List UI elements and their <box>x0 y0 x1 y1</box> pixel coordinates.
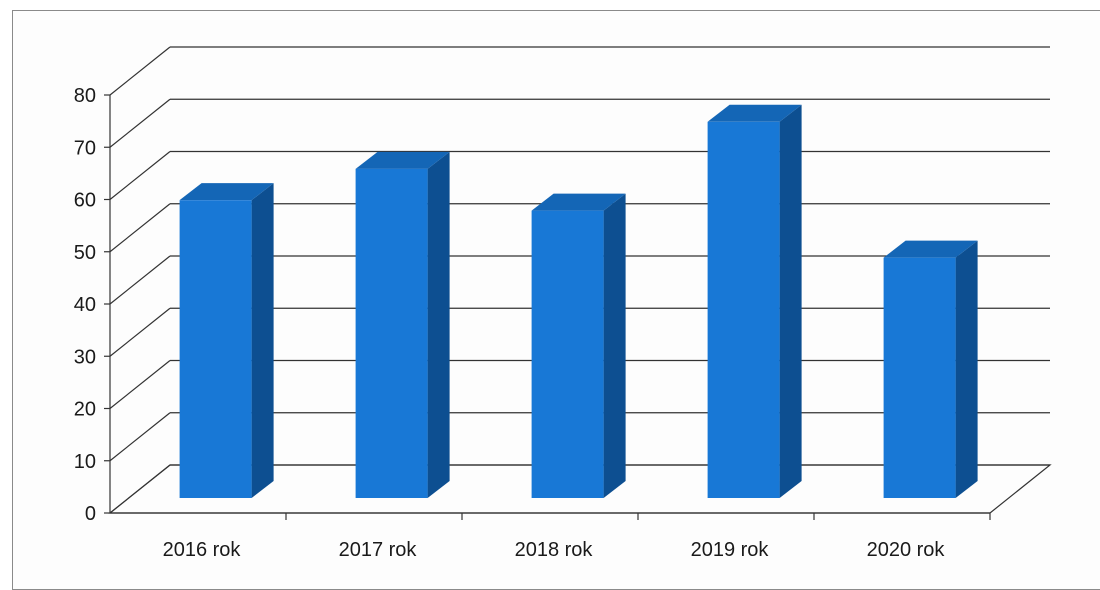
bar-top-face <box>883 240 978 258</box>
bars-layer <box>179 104 978 499</box>
y-tick-label: 0 <box>85 503 96 525</box>
gridline-side <box>109 307 171 357</box>
bar-top-face <box>531 193 626 211</box>
y-tick-label: 80 <box>74 85 96 107</box>
x-category-label: 2019 rok <box>691 539 770 561</box>
bar-front-face <box>707 121 780 499</box>
bar-top-face <box>707 104 802 122</box>
y-tick-label: 30 <box>74 346 96 368</box>
bar-front-face <box>883 257 956 498</box>
bar-front-face <box>531 210 604 498</box>
bar-top-face <box>355 151 450 169</box>
axis-layer: 0 10 20 30 40 50 60 70 80 2016 rok 2017 rok 2018 ro… <box>74 85 991 561</box>
gridline-side <box>109 255 171 305</box>
bar-2016-rok <box>179 183 274 499</box>
y-tick-label: 10 <box>74 451 96 473</box>
y-tick-label: 20 <box>74 399 96 421</box>
bar-side-face <box>427 151 450 498</box>
gridline-side <box>109 360 171 409</box>
bar-top-face <box>179 183 274 201</box>
gridline-side <box>109 464 171 514</box>
y-tick-label: 70 <box>74 137 96 159</box>
x-category-label: 2016 rok <box>163 539 242 561</box>
bar-side-face <box>603 193 626 498</box>
bar-2019-rok <box>707 104 802 499</box>
x-category-label: 2018 rok <box>515 539 594 561</box>
gridline-side <box>109 203 171 253</box>
y-tick-label: 40 <box>74 294 96 316</box>
gridline-side <box>109 46 171 96</box>
bar-2020-rok <box>883 240 978 498</box>
gridline-side <box>109 98 171 148</box>
x-category-label: 2017 rok <box>339 539 418 561</box>
bar-front-face <box>179 200 252 499</box>
bar-side-face <box>779 104 802 499</box>
bar-front-face <box>355 168 428 498</box>
x-category-label: 2020 rok <box>867 539 946 561</box>
bar-side-face <box>955 240 978 498</box>
y-tick-label: 60 <box>74 190 96 212</box>
bar-2017-rok <box>355 151 450 498</box>
y-tick-label: 50 <box>74 242 96 264</box>
gridline-side <box>109 151 171 200</box>
bar-side-face <box>251 183 274 499</box>
bar-2018-rok <box>531 193 626 498</box>
gridline-side <box>109 412 171 462</box>
